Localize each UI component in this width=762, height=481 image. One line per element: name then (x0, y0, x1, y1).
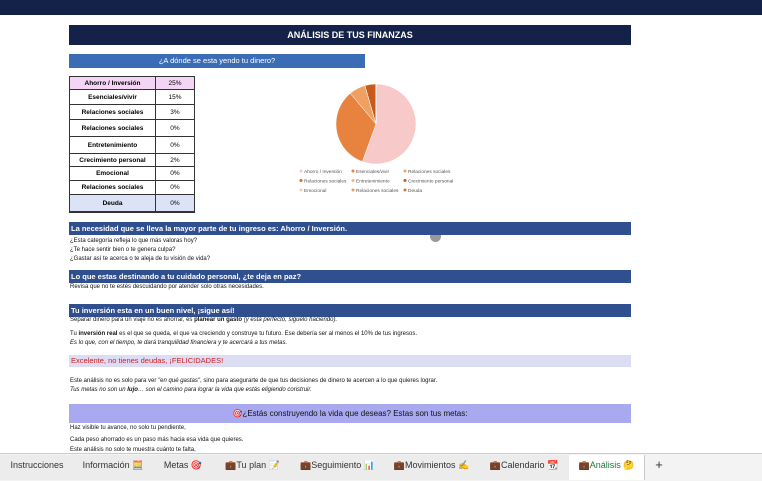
sheet-tab[interactable]: 💼Análisis 🤔 (569, 455, 645, 480)
table-cell: 0% (156, 181, 194, 195)
table-cell: 0% (156, 120, 194, 137)
text: lujo (127, 387, 138, 393)
text: Tu (70, 331, 79, 337)
table-cell: 0% (156, 137, 194, 154)
text: Es lo que, con el tiempo, te dará tranqu… (70, 340, 288, 346)
table-cell: 3% (156, 105, 194, 120)
pie-chart: Ahorro / Inversión Esenciales/vivir Relaci… (299, 83, 453, 194)
table-cell: 2% (156, 154, 194, 167)
text: Cada peso ahorrado es un paso más hacia … (70, 437, 244, 443)
legend-label: Relaciones sociales (304, 178, 347, 184)
table-cell: Emocional (70, 167, 156, 181)
sheet-tab[interactable]: + (655, 457, 663, 472)
legend-label: Ahorro / Inversión (304, 169, 342, 175)
sheet-tab[interactable]: 💼Tu plan 📝 (214, 455, 292, 480)
text: Separar dinero para un viaje no es ahorr… (70, 317, 337, 323)
table-cell: 0% (156, 167, 194, 181)
legend-swatch (351, 169, 355, 173)
sheet-tab[interactable]: Información 🧮 (74, 455, 153, 480)
table-cell: Deuda (70, 195, 156, 212)
legend-swatch (351, 188, 355, 192)
legend-label: Esenciales/vivir (356, 169, 389, 175)
section-heading: Lo que estas destinando a tu cuidado per… (69, 270, 631, 283)
table-cell: Ahorro / Inversión (70, 77, 156, 90)
legend-swatch (403, 169, 407, 173)
text: planear un gasto (194, 317, 243, 323)
text: Este análisis no es solo para ver (70, 378, 159, 384)
table-cell: Crecimiento personal (70, 154, 156, 167)
legend-swatch (299, 188, 303, 192)
legend-swatch (403, 179, 407, 182)
sheet-tab[interactable]: 💼Seguimiento 📊 (291, 455, 385, 480)
title: ANÁLISIS DE TUS FINANZAS (69, 25, 631, 45)
text: es el que se queda, el que va creciendo … (117, 331, 417, 337)
legend-label: Crecimiento personal (408, 178, 453, 184)
table-cell: Entretenimiento (70, 137, 156, 154)
text: , sino para asegurarte de que tus decisi… (200, 378, 438, 384)
text: "en qué gastas" (158, 378, 201, 384)
section-heading: Tu inversión esta en un buen nivel, ¡sig… (69, 304, 631, 317)
text: ¿Gastar así te acerca o te aleja de tu v… (70, 256, 211, 262)
text: Este análisis no solo te muestra cuánto … (70, 447, 196, 453)
legend-swatch (403, 188, 407, 192)
text: … son el camino para lograr la vida que … (137, 387, 312, 393)
legend-swatch (299, 179, 303, 182)
table-cell: 0% (156, 195, 194, 212)
top-bar (0, 0, 762, 15)
legend-label: Deuda (408, 188, 422, 194)
legend-label: Entretenimiento (356, 178, 390, 184)
table-cell: 25% (156, 77, 194, 90)
table-cell: Relaciones sociales (70, 181, 156, 195)
table-cell: Esenciales/vivir (70, 90, 156, 105)
pie-slice (335, 93, 377, 162)
text: Tus metas no son un lujo… son el camino … (70, 387, 312, 393)
text: Tus metas no son un (70, 387, 128, 393)
section-heading: 🎯¿Estás construyendo la vida que deseas?… (69, 404, 631, 423)
text: Este análisis no es solo para ver "en qu… (70, 378, 437, 384)
legend-swatch (299, 169, 303, 173)
text: ¿Esta categoría refleja lo que más valor… (70, 238, 198, 244)
text: Revisa que no te estés descuidando por a… (70, 284, 264, 290)
text: (y está perfecto, siguelo haciendo). (242, 317, 338, 323)
table: Ahorro / Inversión 25% Esenciales/vivir 15%… (69, 76, 195, 213)
sheet-tab[interactable]: 💼Calendario 📆 (479, 455, 570, 480)
text: Tu inversión real es el que se queda, el… (70, 331, 417, 337)
text: Haz visible tu avance, no solo tu pendie… (70, 425, 186, 431)
pie-slice (361, 83, 417, 165)
subtitle: ¿A dónde se esta yendo tu dinero? (69, 54, 365, 68)
cursor (430, 231, 441, 242)
section-heading: Excelente, no tienes deudas, ¡FELICIDADE… (69, 355, 631, 367)
legend-label: Emocional (304, 188, 326, 194)
legend-swatch (351, 179, 355, 182)
text: ¿Te hace sentir bien o te genera culpa? (70, 247, 176, 253)
text: Separar dinero para un viaje no es ahorr… (70, 317, 195, 323)
sheet-tab[interactable]: 💼Movimientos ✍️ (384, 455, 480, 480)
sheet-tab[interactable]: Instrucciones (0, 455, 75, 480)
legend-label: Relaciones sociales (356, 188, 399, 194)
sheet-tab[interactable]: Metas 🎯 (152, 455, 215, 480)
legend-label: Relaciones sociales (408, 169, 451, 175)
table-cell: Relaciones sociales (70, 120, 156, 137)
table-cell: Relaciones sociales (70, 105, 156, 120)
text: inversión real (78, 331, 118, 337)
table-cell: 15% (156, 90, 194, 105)
section-heading: La necesidad que se lleva la mayor parte… (69, 222, 631, 235)
